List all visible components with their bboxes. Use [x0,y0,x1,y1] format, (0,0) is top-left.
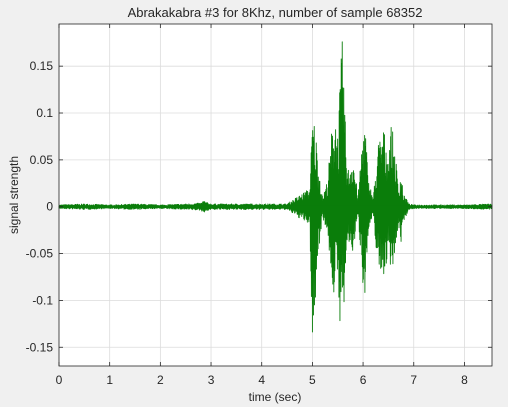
y-axis-label: signal strength [7,156,21,234]
y-tick-label: 0.05 [30,153,54,167]
ticks: 0 1 2 3 4 5 6 7 8 -0.15 -0.1 -0.05 0 0.05 0.1 0.15 [26,24,492,387]
x-tick-label: 0 [56,373,63,387]
y-tick-label: 0 [46,200,53,214]
x-tick-label: 5 [309,373,316,387]
x-tick-label: 6 [360,373,367,387]
y-tick-label: -0.1 [32,293,53,307]
x-tick-label: 1 [106,373,113,387]
waveform [58,41,493,333]
y-tick-label: -0.05 [26,247,54,261]
x-tick-label: 8 [461,373,468,387]
x-axis-label: time (sec) [249,390,302,404]
y-tick-label: 0.1 [36,106,53,120]
x-tick-label: 2 [157,373,164,387]
x-tick-label: 7 [410,373,417,387]
axes-background [59,24,492,366]
y-tick-label: -0.15 [26,340,54,354]
x-tick-label: 3 [208,373,215,387]
chart-title: Abrakakabra #3 for 8Khz, number of sampl… [128,5,423,20]
axes-box [58,23,493,367]
x-tick-label: 4 [258,373,265,387]
y-tick-label: 0.15 [30,59,54,73]
